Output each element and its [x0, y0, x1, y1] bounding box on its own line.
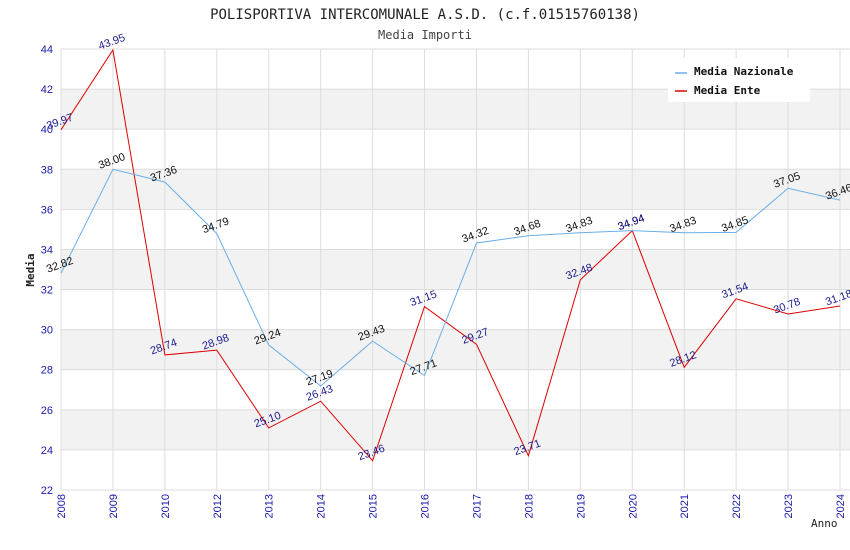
- y-axis-label: Media: [24, 253, 37, 286]
- x-tick-label: 2016: [420, 494, 432, 518]
- y-tick-label: 22: [41, 485, 53, 497]
- legend-background: [668, 58, 810, 102]
- legend-label-nazionale: Media Nazionale: [694, 65, 794, 78]
- grid-bands: [61, 89, 850, 450]
- data-label-nazionale: 34.85: [720, 214, 750, 235]
- x-tick-label: 2015: [368, 494, 380, 518]
- legend: Media Nazionale Media Ente: [668, 58, 810, 102]
- data-label-nazionale: 34.32: [460, 225, 490, 246]
- y-tick-label: 38: [41, 164, 53, 176]
- x-tick-label: 2014: [316, 494, 328, 518]
- data-label-ente: 31.18: [824, 288, 850, 309]
- x-tick-label: 2012: [212, 494, 224, 518]
- y-tick-label: 40: [41, 124, 53, 136]
- series-line-nazionale: [60, 168, 841, 387]
- x-tick-label: 2017: [471, 494, 483, 518]
- x-tick-label: 2009: [108, 494, 120, 518]
- y-tick-label: 42: [41, 84, 53, 96]
- y-axis-ticks: 22 24 26 28 30 32 34 36 38 40 42 44: [41, 44, 53, 497]
- legend-label-ente: Media Ente: [694, 84, 761, 97]
- x-tick-label: 2013: [264, 494, 276, 518]
- x-tick-label: 2023: [783, 494, 795, 518]
- x-axis-label: Anno: [811, 517, 838, 530]
- chart-subtitle: Media Importi: [378, 28, 472, 42]
- series-lines: [60, 48, 841, 462]
- x-tick-label: 2010: [160, 494, 172, 518]
- x-tick-label: 2008: [56, 494, 68, 518]
- grid-band: [61, 329, 850, 370]
- y-tick-label: 36: [41, 204, 53, 216]
- x-tick-label: 2019: [575, 494, 587, 518]
- x-axis-ticks: 2008 2009 2010 2012 2013 2014 2015 2016 2017 2018…: [56, 494, 847, 518]
- grid-band: [61, 169, 850, 210]
- x-tick-label: 2021: [679, 494, 691, 518]
- y-tick-label: 26: [41, 405, 53, 417]
- y-tick-label: 32: [41, 285, 53, 297]
- x-tick-label: 2018: [523, 494, 535, 518]
- y-tick-label: 30: [41, 325, 53, 337]
- y-tick-label: 34: [41, 244, 53, 256]
- data-label-ente: 34.94: [616, 212, 646, 233]
- series-line-ente: [60, 48, 841, 462]
- y-tick-label: 44: [41, 44, 53, 56]
- y-tick-label: 24: [41, 445, 53, 457]
- x-tick-label: 2020: [627, 494, 639, 518]
- grid-band: [61, 409, 850, 450]
- data-label-nazionale: 38.00: [97, 151, 127, 172]
- grid-band: [61, 249, 850, 290]
- data-label-ente: 31.15: [409, 288, 439, 309]
- y-tick-label: 28: [41, 365, 53, 377]
- x-tick-label: 2022: [731, 494, 743, 518]
- x-tick-label: 2024: [835, 494, 847, 518]
- chart-title: POLISPORTIVA INTERCOMUNALE A.S.D. (c.f.0…: [210, 7, 640, 23]
